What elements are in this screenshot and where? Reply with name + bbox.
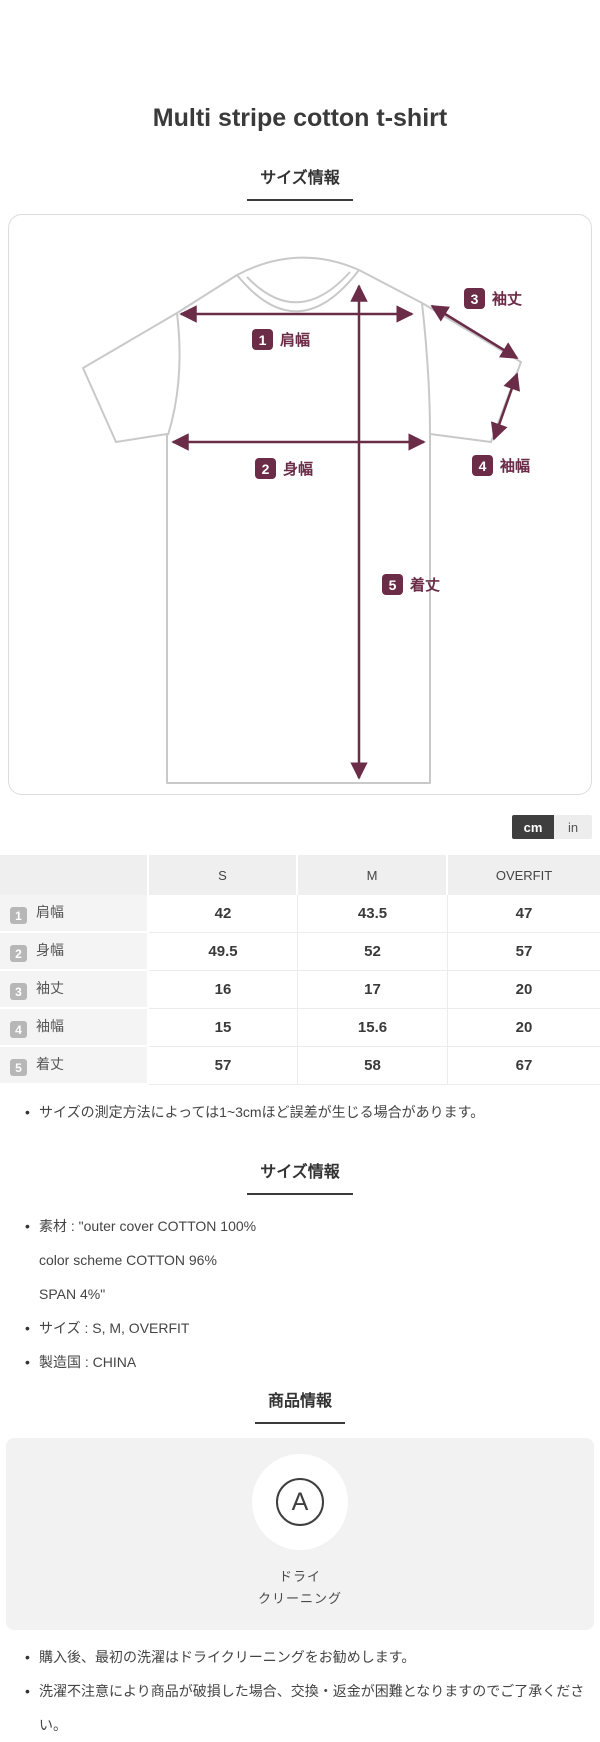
cell-value: 57 (448, 933, 600, 971)
cell-value: 47 (448, 895, 600, 933)
row-badge-4: 4 (10, 1021, 27, 1039)
measure-badge-2: 2 (255, 458, 276, 479)
care-note: 洗濯不注意により商品が破損した場合、交換・返金が困難となりますのでご了承ください… (25, 1674, 585, 1742)
size-note-list: サイズの測定方法によっては1~3cmほど誤差が生じる場合があります。 (0, 1102, 600, 1122)
cell-value: 42 (149, 895, 298, 933)
dry-cleaning-icon: A (276, 1478, 324, 1526)
column-header-s: S (149, 855, 298, 895)
cell-value: 15.6 (298, 1009, 448, 1047)
measure-label-shoulder: 1 肩幅 (252, 329, 310, 350)
product-detail-list: 素材 : "outer cover COTTON 100% color sche… (0, 1209, 600, 1379)
size-table: S M OVERFIT 1 肩幅 42 43.5 47 2 身幅 49.5 52 5… (0, 855, 600, 1085)
care-symbol-circle: A (252, 1454, 348, 1550)
tshirt-diagram-drawing (82, 256, 522, 784)
measure-badge-1: 1 (252, 329, 273, 350)
care-symbol-label: ドライ クリーニング (257, 1569, 342, 1606)
cell-value: 16 (149, 971, 298, 1009)
row-label: 5 着丈 (0, 1047, 149, 1085)
row-label: 2 身幅 (0, 933, 149, 971)
cell-value: 52 (298, 933, 448, 971)
measure-label-sleeve-width: 4 袖幅 (472, 455, 530, 476)
size-diagram-section-heading: サイズ情報 (0, 168, 600, 201)
cell-value: 20 (448, 1009, 600, 1047)
material-item: 素材 : "outer cover COTTON 100% color sche… (25, 1209, 585, 1311)
table-row: 1 肩幅 42 43.5 47 (0, 895, 600, 933)
unit-in-button[interactable]: in (554, 815, 592, 839)
size-table-corner (0, 855, 149, 895)
cell-value: 15 (149, 1009, 298, 1047)
cell-value: 20 (448, 971, 600, 1009)
size-detail-section-heading: サイズ情報 (0, 1162, 600, 1195)
table-row: 5 着丈 57 58 67 (0, 1047, 600, 1085)
row-badge-2: 2 (10, 945, 27, 963)
table-row: 3 袖丈 16 17 20 (0, 971, 600, 1009)
measure-badge-4: 4 (472, 455, 493, 476)
row-label: 3 袖丈 (0, 971, 149, 1009)
row-badge-5: 5 (10, 1059, 27, 1077)
cell-value: 17 (298, 971, 448, 1009)
size-table-header-row: S M OVERFIT (0, 855, 600, 895)
care-symbol-box: A ドライ クリーニング (6, 1438, 594, 1630)
measure-label-sleeve-length: 3 袖丈 (464, 288, 522, 309)
measure-badge-5: 5 (382, 574, 403, 595)
size-diagram: 1 肩幅 2 身幅 3 袖丈 4 袖幅 5 着丈 (8, 214, 592, 795)
measure-badge-3: 3 (464, 288, 485, 309)
cell-value: 49.5 (149, 933, 298, 971)
row-badge-3: 3 (10, 983, 27, 1001)
column-header-overfit: OVERFIT (448, 855, 600, 895)
cell-value: 58 (298, 1047, 448, 1085)
column-header-m: M (298, 855, 448, 895)
page-title: Multi stripe cotton t-shirt (152, 104, 448, 132)
row-label: 4 袖幅 (0, 1009, 149, 1047)
cell-value: 43.5 (298, 895, 448, 933)
measure-label-total-length: 5 着丈 (382, 574, 440, 595)
care-note-list: 購入後、最初の洗濯はドライクリーニングをお勧めします。 洗濯不注意により商品が破… (0, 1640, 600, 1742)
cell-value: 57 (149, 1047, 298, 1085)
table-row: 4 袖幅 15 15.6 20 (0, 1009, 600, 1047)
size-item: サイズ : S, M, OVERFIT (25, 1311, 585, 1345)
product-info-section-heading: 商品情報 (0, 1391, 600, 1424)
table-row: 2 身幅 49.5 52 57 (0, 933, 600, 971)
country-item: 製造国 : CHINA (25, 1345, 585, 1379)
care-note: 購入後、最初の洗濯はドライクリーニングをお勧めします。 (25, 1640, 585, 1674)
cell-value: 67 (448, 1047, 600, 1085)
row-badge-1: 1 (10, 907, 27, 925)
row-label: 1 肩幅 (0, 895, 149, 933)
size-note: サイズの測定方法によっては1~3cmほど誤差が生じる場合があります。 (25, 1102, 585, 1122)
unit-toggle: cm in (0, 815, 600, 839)
measure-label-chest: 2 身幅 (255, 458, 313, 479)
unit-cm-button[interactable]: cm (512, 815, 554, 839)
